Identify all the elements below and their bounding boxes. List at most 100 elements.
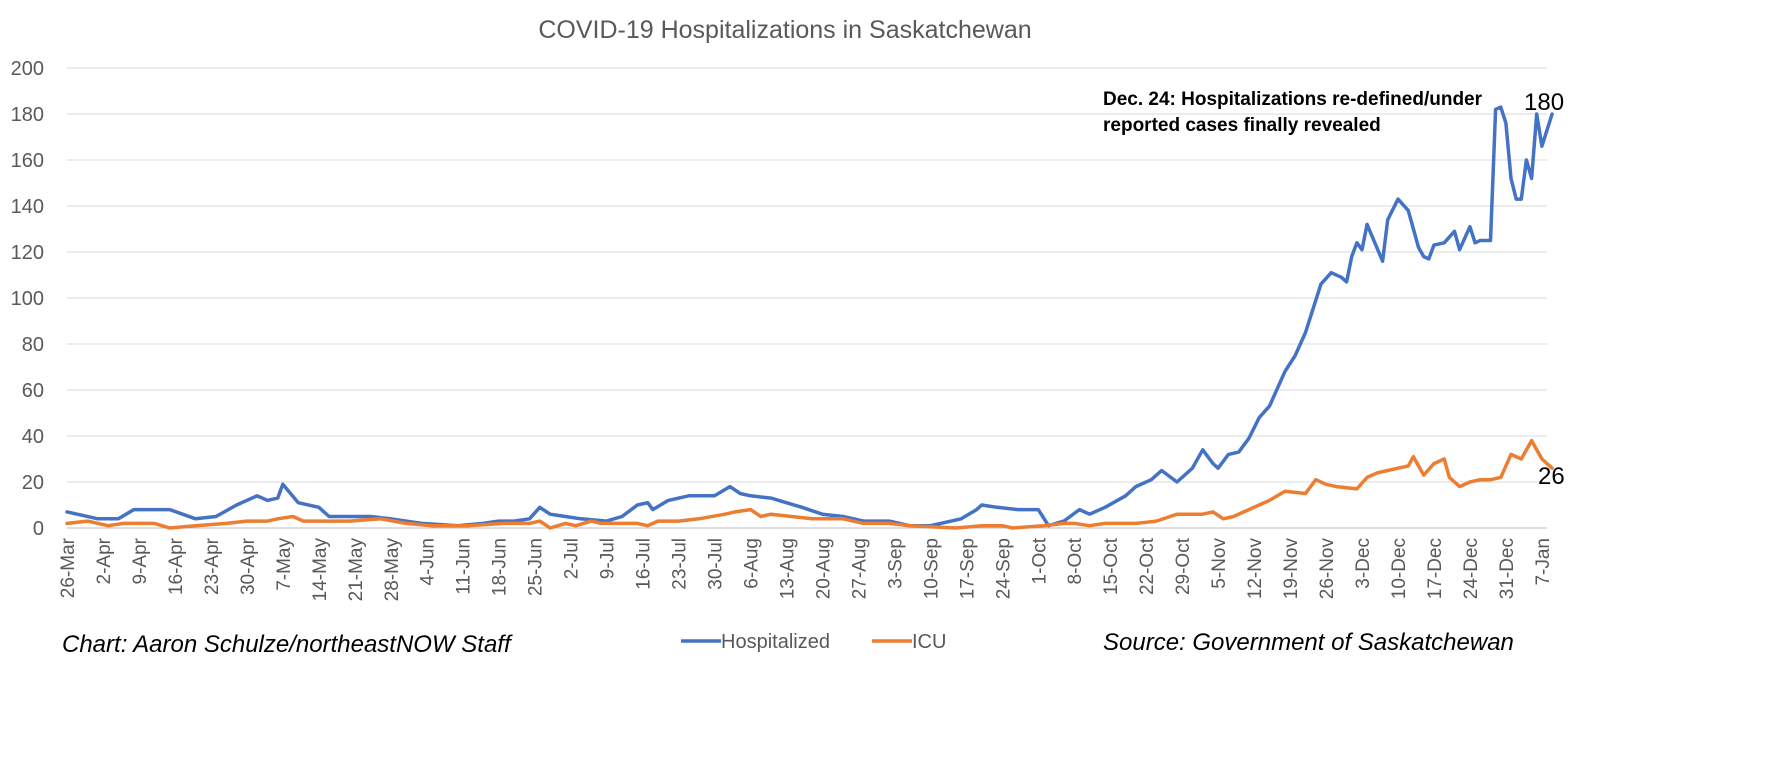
x-tick-label: 26-Mar bbox=[58, 537, 79, 598]
x-tick-label: 30-Apr bbox=[238, 537, 259, 595]
x-tick-label: 11-Jun bbox=[454, 538, 475, 595]
x-tick-label: 27-Aug bbox=[849, 538, 870, 599]
icu-end-label: 26 bbox=[1538, 463, 1565, 490]
chart-credit: Chart: Aaron Schulze/northeastNOW Staff bbox=[62, 631, 513, 658]
x-tick: 12-Nov bbox=[1245, 538, 1266, 600]
x-tick-label: 9-Jul bbox=[598, 538, 619, 579]
x-tick: 11-Jun bbox=[454, 538, 475, 595]
x-tick: 30-Apr bbox=[238, 537, 259, 595]
x-tick: 30-Jul bbox=[706, 538, 727, 590]
legend-label-hospitalized: Hospitalized bbox=[721, 631, 830, 653]
y-tick-label: 180 bbox=[11, 104, 44, 126]
x-tick: 16-Jul bbox=[634, 538, 655, 590]
x-tick-label: 18-Jun bbox=[490, 538, 511, 596]
x-tick: 10-Dec bbox=[1389, 538, 1410, 599]
x-tick-label: 15-Oct bbox=[1101, 537, 1122, 595]
x-tick: 21-May bbox=[346, 538, 367, 602]
legend: Hospitalized ICU bbox=[681, 631, 946, 653]
x-tick-label: 7-Jan bbox=[1533, 538, 1554, 586]
x-tick: 17-Dec bbox=[1425, 538, 1446, 599]
x-tick-label: 7-May bbox=[274, 538, 295, 591]
x-tick-label: 1-Oct bbox=[1029, 537, 1050, 584]
x-tick-label: 22-Oct bbox=[1137, 537, 1158, 595]
x-tick: 4-Jun bbox=[418, 538, 439, 586]
x-tick: 8-Oct bbox=[1065, 537, 1086, 584]
x-tick-label: 14-May bbox=[310, 538, 331, 602]
x-tick: 26-Nov bbox=[1317, 538, 1338, 600]
x-tick-label: 2-Jul bbox=[562, 538, 583, 579]
x-tick-label: 10-Sep bbox=[921, 538, 942, 599]
x-tick-label: 29-Oct bbox=[1173, 537, 1194, 595]
chart-source: Source: Government of Saskatchewan bbox=[1103, 629, 1514, 656]
x-tick: 1-Oct bbox=[1029, 537, 1050, 584]
x-tick-label: 20-Aug bbox=[813, 538, 834, 599]
y-tick-label: 160 bbox=[11, 150, 44, 172]
x-tick-label: 16-Apr bbox=[166, 537, 187, 595]
x-tick-label: 24-Sep bbox=[993, 538, 1014, 599]
x-tick: 18-Jun bbox=[490, 538, 511, 596]
series-lines bbox=[65, 105, 1554, 530]
annotation-dec24-line-1: Dec. 24: Hospitalizations re-defined/und… bbox=[1103, 89, 1483, 110]
x-tick: 2-Apr bbox=[94, 537, 115, 584]
y-tick-label: 100 bbox=[11, 288, 44, 310]
y-axis-ticks: 0 20 40 60 80 100 120 140 160 180 200 bbox=[11, 58, 44, 540]
x-tick: 7-Jan bbox=[1533, 538, 1554, 586]
series-line-hospitalized bbox=[65, 105, 1554, 528]
y-tick-label: 20 bbox=[22, 472, 44, 494]
x-tick-label: 2-Apr bbox=[94, 537, 115, 584]
x-tick: 17-Sep bbox=[957, 538, 978, 599]
x-axis-ticks: 26-Mar 2-Apr 9-Apr 16-Apr 23-Apr 30-Apr 7-May 1… bbox=[58, 537, 1554, 601]
x-tick: 5-Nov bbox=[1209, 538, 1230, 589]
x-tick-label: 19-Nov bbox=[1281, 538, 1302, 600]
series-line-icu bbox=[65, 438, 1554, 530]
chart-title: COVID-19 Hospitalizations in Saskatchewa… bbox=[538, 16, 1031, 44]
gridlines bbox=[67, 67, 1547, 483]
x-tick-label: 6-Aug bbox=[741, 538, 762, 589]
x-tick: 16-Apr bbox=[166, 537, 187, 595]
y-tick-label: 120 bbox=[11, 242, 44, 264]
x-tick-label: 21-May bbox=[346, 538, 367, 602]
x-tick-label: 3-Sep bbox=[885, 538, 906, 589]
x-tick: 3-Sep bbox=[885, 538, 906, 589]
y-tick-label: 40 bbox=[22, 426, 44, 448]
x-tick-label: 17-Dec bbox=[1425, 538, 1446, 599]
x-tick: 14-May bbox=[310, 538, 331, 602]
x-tick-label: 31-Dec bbox=[1497, 538, 1518, 599]
x-tick-label: 23-Apr bbox=[202, 537, 223, 595]
x-tick: 29-Oct bbox=[1173, 537, 1194, 595]
x-tick: 24-Dec bbox=[1461, 538, 1482, 599]
hospitalized-end-label: 180 bbox=[1524, 89, 1564, 116]
legend-label-icu: ICU bbox=[912, 631, 946, 653]
x-tick-label: 24-Dec bbox=[1461, 538, 1482, 599]
x-tick-label: 23-Jul bbox=[670, 538, 691, 590]
x-tick: 24-Sep bbox=[993, 538, 1014, 599]
y-tick-label: 0 bbox=[33, 518, 44, 540]
x-tick-label: 17-Sep bbox=[957, 538, 978, 599]
x-tick-label: 12-Nov bbox=[1245, 538, 1266, 600]
x-tick-label: 25-Jun bbox=[526, 538, 547, 596]
x-tick: 9-Jul bbox=[598, 538, 619, 579]
y-tick-label: 60 bbox=[22, 380, 44, 402]
x-tick-label: 30-Jul bbox=[706, 538, 727, 590]
x-tick-label: 26-Nov bbox=[1317, 538, 1338, 600]
x-tick-label: 28-May bbox=[382, 538, 403, 602]
x-tick: 19-Nov bbox=[1281, 538, 1302, 600]
x-tick: 9-Apr bbox=[130, 537, 151, 584]
x-tick-label: 9-Apr bbox=[130, 537, 151, 584]
x-tick: 15-Oct bbox=[1101, 537, 1122, 595]
x-tick: 28-May bbox=[382, 538, 403, 602]
y-tick-label: 140 bbox=[11, 196, 44, 218]
annotation-dec24-line-2: reported cases finally revealed bbox=[1103, 115, 1381, 136]
x-tick: 27-Aug bbox=[849, 538, 870, 599]
x-tick: 6-Aug bbox=[741, 538, 762, 589]
x-tick: 20-Aug bbox=[813, 538, 834, 599]
x-tick: 13-Aug bbox=[777, 538, 798, 599]
x-tick: 26-Mar bbox=[58, 537, 79, 598]
y-tick-label: 80 bbox=[22, 334, 44, 356]
x-tick: 10-Sep bbox=[921, 538, 942, 599]
x-tick: 23-Jul bbox=[670, 538, 691, 590]
x-tick: 31-Dec bbox=[1497, 538, 1518, 599]
x-tick-label: 8-Oct bbox=[1065, 537, 1086, 584]
x-tick-label: 5-Nov bbox=[1209, 538, 1230, 589]
